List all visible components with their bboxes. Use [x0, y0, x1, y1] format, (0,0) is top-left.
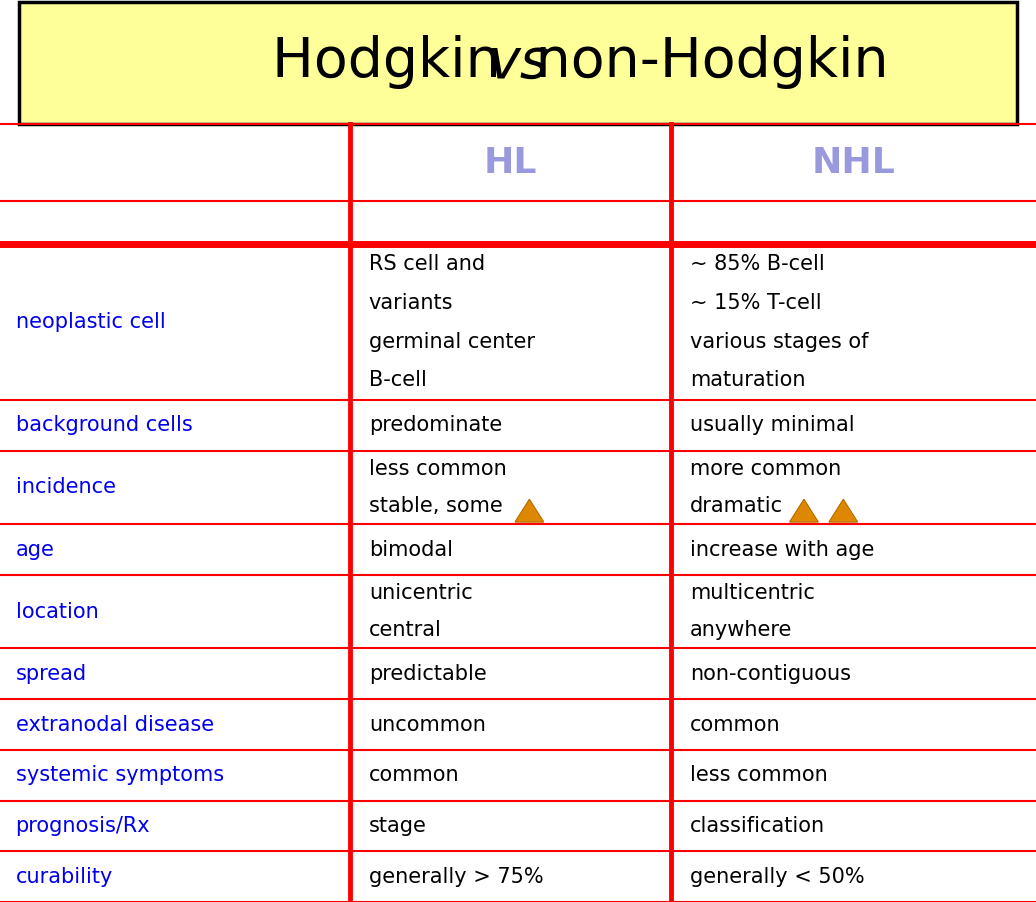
Text: stage: stage: [369, 816, 427, 836]
Text: classification: classification: [690, 816, 825, 836]
Text: dramatic: dramatic: [690, 496, 783, 516]
Text: RS cell and: RS cell and: [369, 253, 485, 274]
Text: vs: vs: [487, 36, 549, 88]
FancyBboxPatch shape: [19, 2, 1017, 124]
Text: predictable: predictable: [369, 664, 487, 684]
Text: multicentric: multicentric: [690, 584, 815, 603]
Text: maturation: maturation: [690, 371, 805, 391]
Text: prognosis/Rx: prognosis/Rx: [16, 816, 150, 836]
Text: generally < 50%: generally < 50%: [690, 867, 865, 887]
Text: uncommon: uncommon: [369, 714, 486, 734]
Text: central: central: [369, 620, 441, 640]
Text: stable, some: stable, some: [369, 496, 502, 516]
Text: non-Hodgkin: non-Hodgkin: [518, 35, 889, 89]
Text: spread: spread: [16, 664, 87, 684]
Text: unicentric: unicentric: [369, 584, 472, 603]
Text: ~ 85% B-cell: ~ 85% B-cell: [690, 253, 825, 274]
Polygon shape: [829, 500, 858, 522]
Text: B-cell: B-cell: [369, 371, 427, 391]
Text: less common: less common: [690, 765, 828, 786]
Text: Hodgkin: Hodgkin: [271, 35, 518, 89]
Text: usually minimal: usually minimal: [690, 415, 855, 435]
Text: incidence: incidence: [16, 477, 116, 497]
Text: common: common: [690, 714, 780, 734]
Text: NHL: NHL: [812, 146, 895, 179]
Text: common: common: [369, 765, 459, 786]
Text: ~ 15% T-cell: ~ 15% T-cell: [690, 293, 822, 313]
Text: various stages of: various stages of: [690, 332, 868, 352]
Text: anywhere: anywhere: [690, 620, 793, 640]
Text: systemic symptoms: systemic symptoms: [16, 765, 224, 786]
Text: age: age: [16, 539, 55, 559]
Text: HL: HL: [484, 146, 538, 179]
Text: germinal center: germinal center: [369, 332, 535, 352]
Polygon shape: [515, 500, 544, 522]
Text: bimodal: bimodal: [369, 539, 453, 559]
Text: generally > 75%: generally > 75%: [369, 867, 544, 887]
Text: less common: less common: [369, 459, 507, 479]
Text: predominate: predominate: [369, 415, 502, 435]
Text: location: location: [16, 602, 98, 621]
Text: neoplastic cell: neoplastic cell: [16, 312, 166, 332]
Polygon shape: [789, 500, 818, 522]
Text: non-contiguous: non-contiguous: [690, 664, 851, 684]
Text: extranodal disease: extranodal disease: [16, 714, 213, 734]
Text: more common: more common: [690, 459, 841, 479]
Text: increase with age: increase with age: [690, 539, 874, 559]
Text: variants: variants: [369, 293, 454, 313]
Text: curability: curability: [16, 867, 113, 887]
Text: background cells: background cells: [16, 415, 193, 435]
